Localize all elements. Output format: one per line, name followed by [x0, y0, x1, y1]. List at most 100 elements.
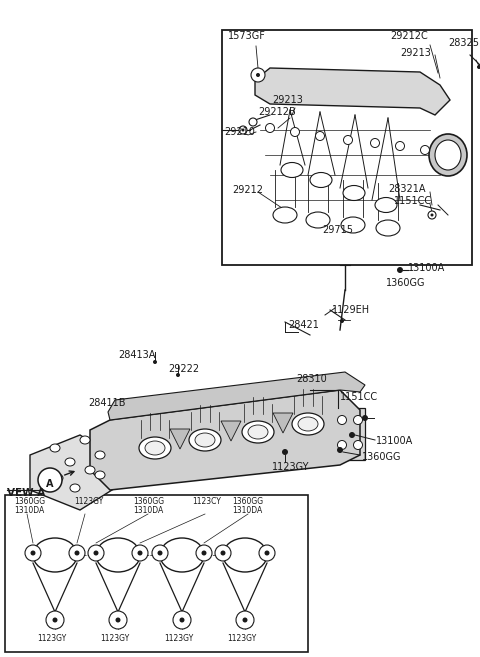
Ellipse shape: [195, 433, 215, 447]
Ellipse shape: [189, 429, 221, 451]
Ellipse shape: [53, 474, 63, 482]
Circle shape: [397, 267, 403, 273]
Ellipse shape: [242, 421, 274, 443]
Circle shape: [180, 618, 184, 622]
Ellipse shape: [341, 217, 365, 233]
Ellipse shape: [160, 538, 204, 572]
Circle shape: [109, 611, 127, 629]
Circle shape: [88, 545, 104, 561]
Circle shape: [31, 551, 36, 556]
Ellipse shape: [310, 173, 332, 187]
Circle shape: [25, 545, 41, 561]
Text: 1123GY: 1123GY: [227, 634, 256, 643]
Circle shape: [132, 545, 148, 561]
Circle shape: [477, 65, 480, 69]
Polygon shape: [90, 390, 360, 490]
Ellipse shape: [95, 451, 105, 459]
Text: 29222: 29222: [168, 364, 199, 374]
Text: 1360GG: 1360GG: [232, 497, 263, 506]
Text: 1151CC: 1151CC: [394, 196, 432, 206]
Circle shape: [349, 432, 355, 438]
Circle shape: [94, 551, 98, 556]
Circle shape: [241, 129, 244, 131]
Text: 29212C: 29212C: [390, 31, 428, 41]
Circle shape: [344, 135, 352, 145]
Polygon shape: [255, 68, 450, 115]
Text: 28321A: 28321A: [388, 184, 425, 194]
Ellipse shape: [139, 437, 171, 459]
Polygon shape: [273, 413, 293, 433]
Text: 28310: 28310: [296, 374, 327, 384]
Text: 1310DA: 1310DA: [14, 506, 44, 515]
Text: A: A: [46, 479, 54, 489]
Ellipse shape: [223, 538, 267, 572]
Ellipse shape: [85, 466, 95, 474]
Ellipse shape: [292, 413, 324, 435]
Circle shape: [46, 611, 64, 629]
Circle shape: [176, 373, 180, 377]
Circle shape: [242, 618, 248, 622]
Ellipse shape: [273, 207, 297, 223]
Text: 1123GY: 1123GY: [74, 497, 103, 506]
Circle shape: [337, 415, 347, 424]
Text: 1129EH: 1129EH: [332, 305, 370, 315]
Circle shape: [282, 449, 288, 455]
Text: 13100A: 13100A: [408, 263, 445, 273]
Ellipse shape: [248, 425, 268, 439]
Circle shape: [157, 551, 163, 556]
Ellipse shape: [70, 484, 80, 492]
Ellipse shape: [435, 140, 461, 170]
Circle shape: [153, 360, 157, 364]
Text: 1310DA: 1310DA: [133, 506, 163, 515]
Circle shape: [251, 68, 265, 82]
Circle shape: [340, 319, 344, 323]
Circle shape: [52, 618, 58, 622]
Text: 1123GY: 1123GY: [100, 634, 129, 643]
Circle shape: [290, 127, 300, 137]
Circle shape: [116, 618, 120, 622]
Bar: [335, 408, 365, 460]
Ellipse shape: [95, 471, 105, 479]
Text: 1360GG: 1360GG: [362, 452, 401, 462]
Text: 1360GG: 1360GG: [386, 278, 425, 288]
Text: 29212B: 29212B: [258, 107, 296, 117]
Text: 29212: 29212: [232, 185, 263, 195]
Text: 29210: 29210: [224, 127, 255, 137]
Circle shape: [220, 551, 226, 556]
Text: 28413A: 28413A: [118, 350, 156, 360]
Text: 1573GF: 1573GF: [228, 31, 266, 41]
Text: 1151CC: 1151CC: [340, 392, 378, 402]
Text: VEW A: VEW A: [7, 488, 45, 498]
Text: 28421: 28421: [288, 320, 319, 330]
Circle shape: [215, 545, 231, 561]
Ellipse shape: [145, 441, 165, 455]
Ellipse shape: [306, 212, 330, 228]
Circle shape: [265, 124, 275, 133]
Circle shape: [152, 545, 168, 561]
Circle shape: [259, 545, 275, 561]
Ellipse shape: [343, 185, 365, 200]
Circle shape: [431, 214, 433, 217]
Bar: [5, 495, 308, 652]
Text: 29715: 29715: [322, 225, 353, 235]
Text: 29213: 29213: [400, 48, 431, 58]
Circle shape: [337, 447, 343, 453]
Text: 13100A: 13100A: [376, 436, 413, 446]
Ellipse shape: [376, 220, 400, 236]
Circle shape: [420, 145, 430, 154]
Bar: [222, 30, 472, 265]
Polygon shape: [170, 429, 190, 449]
Circle shape: [256, 73, 260, 77]
Polygon shape: [108, 372, 365, 420]
Text: 1123CY: 1123CY: [192, 497, 221, 506]
Ellipse shape: [298, 417, 318, 431]
Text: 1360GG: 1360GG: [133, 497, 164, 506]
Text: 29213: 29213: [272, 95, 303, 105]
Circle shape: [239, 126, 247, 134]
Polygon shape: [30, 435, 120, 510]
Text: 28325: 28325: [448, 38, 479, 48]
Circle shape: [371, 139, 380, 148]
Circle shape: [137, 551, 143, 556]
Text: 1310DA: 1310DA: [232, 506, 262, 515]
Ellipse shape: [281, 162, 303, 177]
